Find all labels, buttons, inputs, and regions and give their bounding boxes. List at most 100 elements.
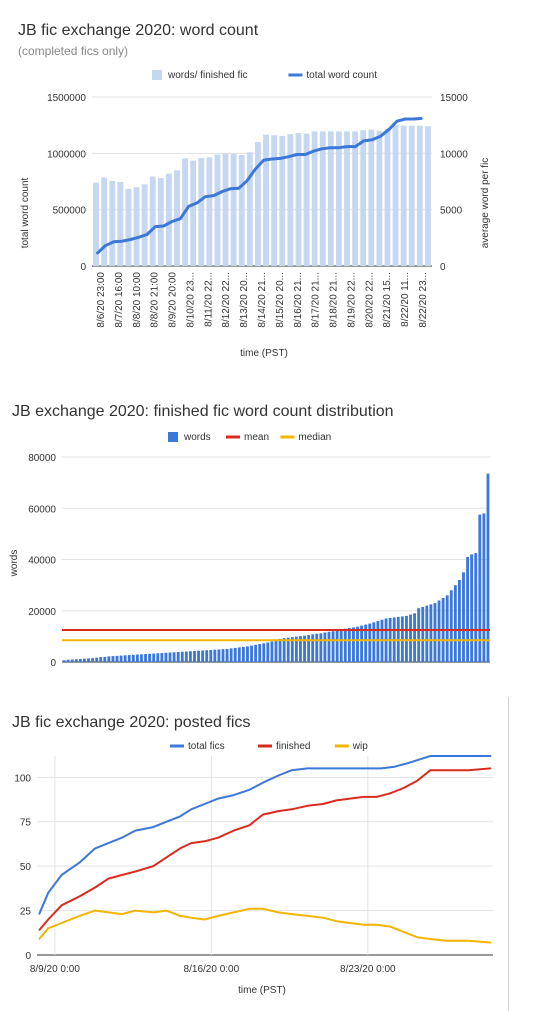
data-point	[233, 911, 235, 913]
data-point	[445, 940, 447, 942]
bar	[400, 616, 404, 662]
data-point	[248, 824, 250, 826]
data-point	[335, 799, 338, 802]
bar	[335, 630, 339, 662]
bar	[91, 658, 94, 662]
data-point	[246, 180, 248, 182]
y-tick-label: 20000	[28, 607, 56, 618]
bar	[95, 657, 99, 662]
data-point	[277, 911, 280, 913]
y-axis-label-left: total word count	[20, 177, 31, 248]
x-tick-label: 8/8/20 21:00	[150, 272, 161, 328]
legend-swatch-0	[168, 432, 178, 442]
bar	[193, 650, 196, 662]
data-point	[291, 769, 293, 771]
bar	[87, 658, 90, 662]
data-point	[367, 767, 369, 770]
data-point	[429, 769, 432, 771]
bar	[156, 653, 160, 662]
data-point	[321, 148, 323, 150]
data-point	[196, 202, 198, 204]
chart-title: JB fic exchange 2020: posted fics	[12, 714, 250, 731]
data-point	[291, 913, 293, 915]
word-count-distribution-svg: JB exchange 2020: finished fic word coun…	[9, 403, 490, 669]
bar	[233, 647, 237, 662]
data-point	[467, 769, 470, 771]
y-tick-label-left: 500000	[53, 206, 87, 217]
data-point	[429, 938, 432, 940]
word-count-chart: JB fic exchange 2020: word count (comple…	[0, 0, 540, 360]
data-point	[107, 911, 110, 913]
data-point	[229, 188, 232, 190]
word-count-chart-svg: JB fic exchange 2020: word count (comple…	[18, 22, 491, 359]
bar	[197, 650, 200, 662]
bar	[246, 646, 249, 662]
bar	[405, 615, 408, 662]
data-point	[121, 837, 123, 839]
y-tick-label-left: 1000000	[47, 149, 86, 160]
bar	[323, 632, 327, 662]
data-point	[354, 145, 357, 148]
bar	[482, 513, 486, 662]
data-point	[38, 938, 40, 940]
bar	[135, 654, 139, 662]
data-point	[94, 886, 96, 889]
bar	[254, 644, 258, 662]
bar	[213, 649, 217, 662]
x-tick-label: 8/18/20 21...	[329, 272, 340, 328]
data-point	[233, 830, 235, 832]
bar	[127, 655, 131, 662]
data-point	[152, 911, 154, 913]
data-point	[190, 917, 192, 919]
bar	[287, 134, 294, 266]
bar	[190, 160, 197, 266]
bar	[421, 606, 425, 662]
x-tick-label: 8/17/20 21...	[311, 272, 322, 328]
data-point	[162, 225, 165, 227]
bar	[360, 625, 364, 662]
bar	[376, 621, 380, 662]
data-point	[237, 187, 240, 190]
bar	[180, 651, 184, 662]
data-point	[187, 205, 190, 208]
data-point	[416, 936, 418, 938]
bar	[93, 182, 99, 266]
bar	[205, 650, 209, 662]
bar	[294, 636, 298, 662]
bar	[221, 649, 225, 662]
series-line-wip	[38, 907, 491, 944]
data-point	[306, 767, 309, 770]
bar	[335, 131, 342, 266]
chart-title: JB fic exchange 2020: word count	[18, 22, 259, 39]
data-point	[38, 913, 40, 915]
data-point	[121, 913, 123, 915]
bar	[222, 153, 229, 266]
data-point	[329, 146, 332, 149]
bar	[174, 170, 180, 266]
bar	[149, 176, 156, 266]
legend-label-1: mean	[244, 432, 269, 443]
bar	[225, 648, 229, 662]
bar	[270, 641, 274, 662]
bar	[478, 514, 482, 662]
bar	[246, 152, 253, 266]
x-tick-label: 8/23/20 0:00	[340, 964, 396, 975]
bar	[188, 651, 192, 662]
x-tick-label: 8/10/20 23...	[185, 272, 196, 328]
bar	[160, 653, 164, 662]
data-point	[287, 155, 290, 158]
series-line-total-word-count	[95, 116, 423, 255]
legend-label-0: total fics	[188, 741, 225, 752]
bar	[133, 187, 140, 266]
bar	[66, 659, 70, 662]
data-point	[179, 847, 181, 849]
data-point	[371, 139, 373, 141]
data-point	[277, 774, 280, 777]
bar	[290, 637, 294, 662]
x-tick-label: 8/22/20 23...	[418, 272, 429, 328]
data-point	[467, 940, 470, 942]
bar	[99, 657, 103, 662]
data-point	[154, 225, 157, 228]
data-point	[418, 758, 420, 761]
bar	[327, 131, 334, 266]
